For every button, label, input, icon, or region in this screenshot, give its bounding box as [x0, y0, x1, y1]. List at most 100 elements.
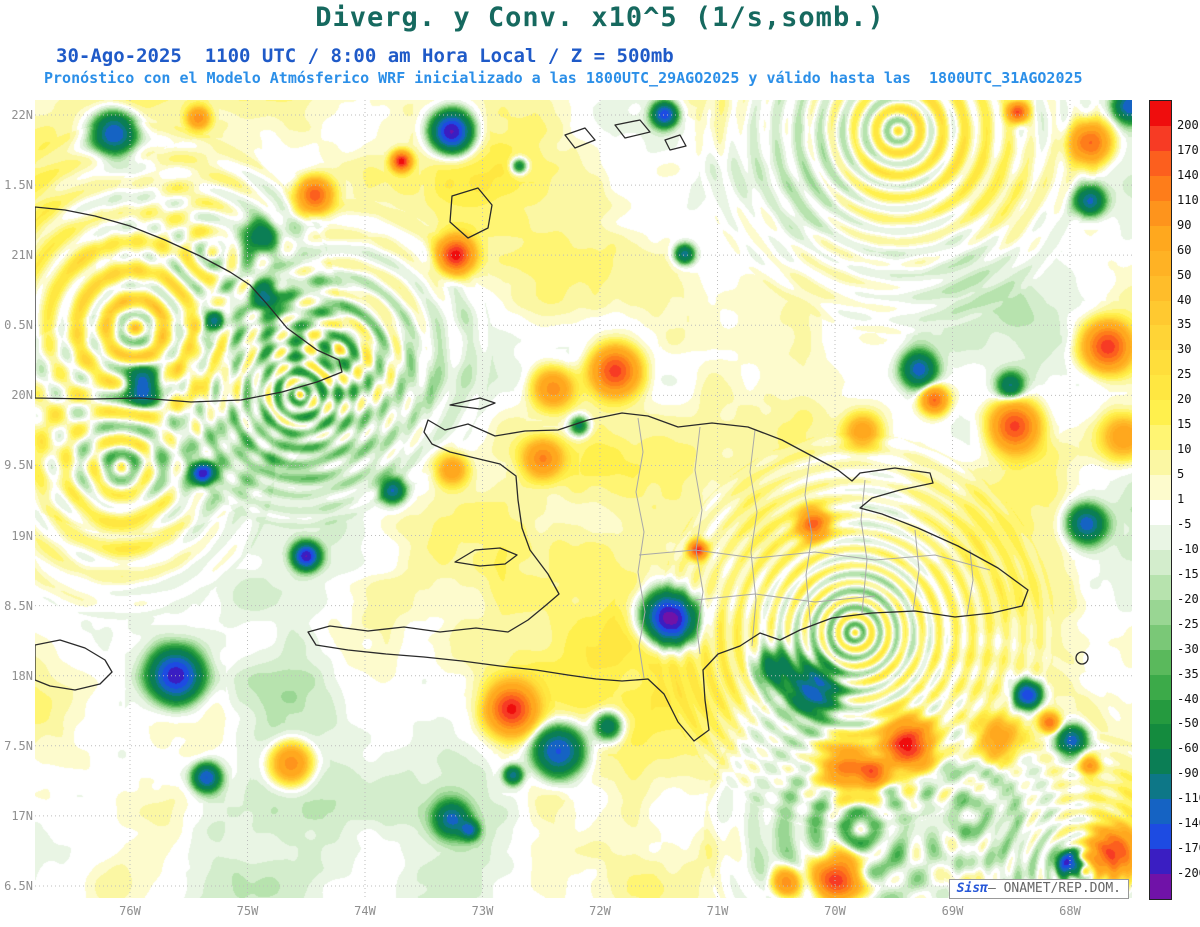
- watermark: Sisπ– ONAMET/REP.DOM.: [948, 879, 1129, 899]
- colorbar-segment: [1150, 125, 1171, 151]
- lat-tick-label: 6.5N: [4, 878, 33, 893]
- lat-tick-label: 17N: [11, 808, 33, 823]
- page-title: Diverg. y Conv. x10^5 (1/s,somb.): [315, 2, 885, 33]
- colorbar-segment: [1150, 350, 1171, 376]
- colorbar-tick-label: -40: [1177, 691, 1199, 706]
- colorbar-segment: [1150, 749, 1171, 775]
- colorbar-segment: [1150, 524, 1171, 550]
- colorbar-segment: [1150, 849, 1171, 875]
- colorbar-segment: [1150, 175, 1171, 201]
- model-subtitle: Pronóstico con el Modelo Atmósferico WRF…: [44, 69, 1083, 87]
- coastline-turks-caicos: [564, 119, 687, 151]
- watermark-brand: Sisπ: [956, 881, 988, 896]
- colorbar-tick-label: -60: [1177, 741, 1199, 756]
- lat-tick-label: 18N: [11, 668, 33, 683]
- colorbar-segment: [1150, 275, 1171, 301]
- colorbar-segment: [1150, 874, 1171, 899]
- coastline-great-inagua: [449, 187, 493, 239]
- colorbar-tick-label: 30: [1177, 342, 1192, 357]
- colorbar-segment: [1150, 300, 1171, 326]
- colorbar-tick-label: 50: [1177, 267, 1192, 282]
- colorbar-tick-label: -30: [1177, 641, 1199, 656]
- lat-tick-label: 22N: [11, 108, 33, 122]
- colorbar-segment: [1150, 425, 1171, 451]
- lon-tick-label: 69W: [941, 904, 964, 918]
- lon-tick-label: 68W: [1059, 904, 1081, 918]
- colorbar-tick-label: 60: [1177, 242, 1192, 257]
- coastline-gonave-island: [454, 547, 518, 567]
- colorbar-segment: [1150, 624, 1171, 650]
- colorbar-tick-label: -140: [1177, 816, 1200, 831]
- colorbar-tick-label: 170: [1177, 142, 1199, 157]
- colorbar-tick-label: -200: [1177, 866, 1200, 881]
- colorbar-tick-label: -15: [1177, 566, 1199, 581]
- coastline-mona-island: [1075, 651, 1089, 665]
- lon-tick-label: 74W: [354, 904, 376, 918]
- lat-tick-label: 8.5N: [4, 598, 33, 613]
- lon-tick-label: 71W: [706, 904, 729, 918]
- lon-tick-label: 75W: [236, 904, 259, 918]
- colorbar-segment: [1150, 724, 1171, 750]
- lon-tick-label: 70W: [824, 904, 846, 918]
- colorbar-tick-label: 1: [1177, 492, 1185, 506]
- colorbar-tick-label: 20: [1177, 392, 1192, 407]
- colorbar: [1149, 100, 1172, 900]
- colorbar-tick-label: 35: [1177, 317, 1192, 332]
- colorbar-segment: [1150, 225, 1171, 251]
- lat-tick-label: 21N: [11, 248, 33, 263]
- lon-tick-label: 72W: [589, 904, 611, 918]
- colorbar-tick-label: 40: [1177, 292, 1192, 307]
- lon-tick-label: 76W: [119, 904, 141, 918]
- colorbar-tick-label: -5: [1177, 516, 1192, 531]
- colorbar-tick-label: -110: [1177, 791, 1200, 806]
- colorbar-tick-label: -10: [1177, 541, 1199, 556]
- map-plot-area: Sisπ– ONAMET/REP.DOM.: [35, 100, 1132, 899]
- colorbar-segment: [1150, 101, 1171, 126]
- colorbar-segment: [1150, 574, 1171, 600]
- divergence-field-canvas: [35, 100, 1132, 898]
- colorbar-segment: [1150, 325, 1171, 351]
- colorbar-tick-label: -35: [1177, 666, 1199, 681]
- colorbar-segment: [1150, 774, 1171, 800]
- datetime-subtitle: 30-Ago-2025 1100 UTC / 8:00 am Hora Loca…: [56, 45, 674, 67]
- lon-tick-label: 73W: [471, 904, 494, 918]
- colorbar-tick-label: 15: [1177, 417, 1192, 432]
- colorbar-segment: [1150, 699, 1171, 725]
- colorbar-segment: [1150, 450, 1171, 476]
- colorbar-tick-label: 110: [1177, 192, 1199, 207]
- coastline-hispaniola: [307, 412, 1029, 742]
- colorbar-segment: [1150, 674, 1171, 700]
- province-borders: [635, 417, 991, 679]
- colorbar-tick-label: -50: [1177, 716, 1199, 731]
- colorbar-segment: [1150, 824, 1171, 850]
- colorbar-tick-label: -20: [1177, 591, 1199, 606]
- coastline-tortue-island: [449, 397, 496, 410]
- colorbar-segment: [1150, 549, 1171, 575]
- lat-tick-label: 1.5N: [4, 178, 33, 193]
- colorbar-segment: [1150, 500, 1171, 525]
- colorbar-segment: [1150, 150, 1171, 176]
- colorbar-segment: [1150, 200, 1171, 226]
- colorbar-segment: [1150, 475, 1171, 500]
- colorbar-segment: [1150, 250, 1171, 276]
- coastline-cuba: [35, 206, 343, 403]
- colorbar-tick-label: 10: [1177, 442, 1192, 457]
- colorbar-tick-label: 90: [1177, 217, 1192, 232]
- colorbar-tick-label: -90: [1177, 766, 1199, 781]
- colorbar-segment: [1150, 799, 1171, 825]
- colorbar-tick-label: -25: [1177, 616, 1199, 631]
- colorbar-segment: [1150, 400, 1171, 426]
- coastlines: [35, 119, 1089, 742]
- map-overlay: [35, 100, 1132, 898]
- lat-tick-label: 0.5N: [4, 318, 33, 333]
- colorbar-segment: [1150, 375, 1171, 401]
- lat-tick-label: 20N: [11, 388, 33, 403]
- colorbar-segment: [1150, 599, 1171, 625]
- colorbar-tick-label: 25: [1177, 367, 1192, 382]
- lat-tick-label: 19N: [11, 528, 33, 543]
- lat-tick-label: 9.5N: [4, 458, 33, 473]
- colorbar-tick-label: -170: [1177, 841, 1200, 856]
- coastline-jamaica: [35, 639, 113, 691]
- colorbar-tick-label: 200: [1177, 117, 1199, 132]
